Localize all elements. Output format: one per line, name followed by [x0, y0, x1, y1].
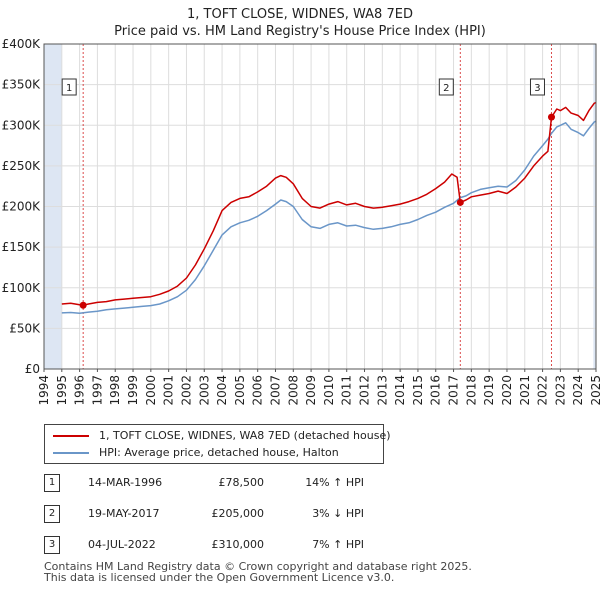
sale-row-2: 2 19-MAY-2017 £205,000 3% ↓ HPI: [44, 504, 584, 524]
x-tick-label: 1996: [73, 375, 87, 406]
footer-attribution: Contains HM Land Registry data © Crown c…: [44, 561, 472, 583]
y-tick-label: £200K: [2, 200, 42, 214]
chart-legend: 1, TOFT CLOSE, WIDNES, WA8 7ED (detached…: [44, 424, 391, 464]
footer-copyright: Contains HM Land Registry data © Crown c…: [44, 560, 472, 573]
sale-label-3: 3: [534, 83, 540, 94]
sale-date: 04-JUL-2022: [88, 538, 156, 551]
x-tick-label: 2013: [375, 375, 389, 406]
sale-label-box-1: [61, 78, 77, 96]
x-tick-label: 1999: [126, 375, 140, 406]
plot-frame: [43, 43, 597, 370]
legend-swatch-hpi: [53, 452, 89, 454]
x-tick-label: 2008: [286, 375, 300, 406]
y-tick-label: £50K: [9, 321, 41, 335]
sale-date: 14-MAR-1996: [88, 476, 163, 489]
y-tick-label: £300K: [2, 118, 42, 132]
x-tick-label: 2012: [358, 375, 372, 406]
x-tick-label: 1998: [108, 375, 122, 406]
title-address: 1, TOFT CLOSE, WIDNES, WA8 7ED: [187, 7, 413, 22]
x-tick-label: 2006: [251, 375, 265, 406]
sale-label-1: 1: [66, 83, 72, 94]
x-tick-label: 2020: [500, 375, 514, 406]
y-tick-label: £250K: [2, 159, 42, 173]
legend-label-property: 1, TOFT CLOSE, WIDNES, WA8 7ED (detached…: [99, 429, 391, 442]
sale-number-badge: 2: [44, 505, 60, 523]
x-tick-label: 2014: [393, 375, 407, 406]
property-series-line: [61, 101, 597, 306]
sale-label-2: 2: [443, 83, 449, 94]
sale-marker-1: [79, 301, 87, 309]
chart-title: 1, TOFT CLOSE, WIDNES, WA8 7ED Price pai…: [0, 6, 600, 40]
x-tick-label: 2004: [215, 375, 229, 406]
hpi-series-line: [61, 120, 597, 315]
legend-swatch-property: [53, 435, 89, 437]
x-tick-label: 2007: [268, 375, 282, 406]
sale-row-3: 3 04-JUL-2022 £310,000 7% ↑ HPI: [44, 535, 584, 555]
x-tick-label: 2016: [429, 375, 443, 406]
sale-marker-3: [547, 113, 555, 121]
sale-marker-2: [456, 198, 464, 206]
sale-date: 19-MAY-2017: [88, 507, 160, 520]
sale-number-badge: 3: [44, 536, 60, 554]
sale-hpi-diff: 3% ↓ HPI: [312, 507, 364, 520]
y-tick-label: £100K: [2, 281, 42, 295]
footer-licence: This data is licensed under the Open Gov…: [44, 571, 395, 584]
sale-hpi-diff: 7% ↑ HPI: [312, 538, 364, 551]
x-tick-label: 2018: [464, 375, 478, 406]
y-tick-label: £400K: [2, 37, 42, 51]
sale-price: £310,000: [211, 538, 265, 551]
x-tick-label: 2003: [197, 375, 211, 406]
sale-price: £205,000: [211, 507, 265, 520]
x-tick-label: 2002: [179, 375, 193, 406]
sale-price: £78,500: [218, 476, 265, 489]
sale-label-box-2: [438, 78, 454, 96]
title-subtitle: Price paid vs. HM Land Registry's House …: [114, 24, 486, 39]
x-tick-label: 1994: [37, 375, 51, 406]
x-tick-label: 2000: [144, 375, 158, 406]
x-tick-label: 2019: [482, 375, 496, 406]
x-tick-label: 2005: [233, 375, 247, 406]
x-tick-label: 2011: [340, 375, 354, 406]
sale-label-box-3: [529, 78, 545, 96]
x-tick-label: 2009: [304, 375, 318, 406]
x-tick-label: 2025: [589, 375, 600, 406]
x-tick-label: 1995: [55, 375, 69, 406]
sale-hpi-diff: 14% ↑ HPI: [305, 476, 364, 489]
x-tick-label: 2022: [536, 375, 550, 406]
x-tick-label: 2024: [571, 375, 585, 406]
x-tick-label: 2023: [553, 375, 567, 406]
x-tick-label: 2017: [447, 375, 461, 406]
y-tick-label: £350K: [2, 78, 42, 92]
x-tick-label: 2015: [411, 375, 425, 406]
x-tick-label: 1997: [90, 375, 104, 406]
x-tick-label: 2021: [518, 375, 532, 406]
y-tick-label: £0: [25, 362, 40, 376]
sale-row-1: 1 14-MAR-1996 £78,500 14% ↑ HPI: [44, 473, 584, 493]
price-chart: 1 2 3 £0 £50K £100K £150K £200K £250K £300K £350K…: [2, 37, 600, 406]
x-tick-label: 2010: [322, 375, 336, 406]
y-tick-label: £150K: [2, 240, 42, 254]
legend-label-hpi: HPI: Average price, detached house, Halt…: [99, 446, 339, 459]
x-tick-label: 2001: [162, 375, 176, 406]
sale-number-badge: 1: [44, 474, 60, 492]
